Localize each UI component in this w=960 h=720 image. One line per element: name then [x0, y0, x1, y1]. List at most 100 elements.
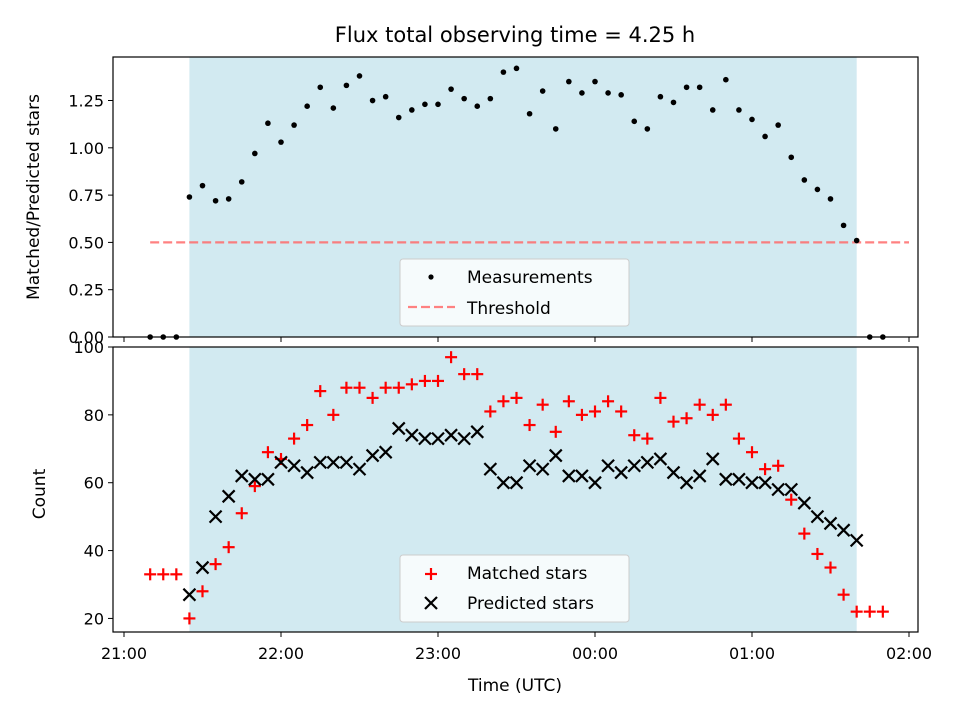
bottom-x-tick-label: 00:00	[572, 644, 618, 663]
matched-star-point	[562, 395, 575, 408]
predicted-star-point	[221, 489, 236, 504]
matched-star-point	[471, 368, 484, 381]
measurement-point	[330, 105, 337, 111]
measurement-point	[500, 69, 507, 75]
measurement-point	[265, 120, 271, 127]
predicted-star-stroke-b	[732, 472, 746, 487]
predicted-star-point	[522, 458, 537, 473]
bottom-y-tick-label: 40	[84, 542, 104, 561]
predicted-star-point	[836, 523, 851, 537]
top-y-tick-label: 1.25	[68, 92, 104, 111]
matched-star-point	[706, 408, 719, 421]
top-y-tick-label: 0.25	[68, 281, 104, 300]
matched-star-point	[575, 408, 588, 421]
matched-star-point	[772, 459, 785, 472]
predicted-star-point	[758, 475, 772, 490]
predicted-star-stroke-b	[274, 455, 288, 470]
matched-star-point	[314, 385, 327, 398]
matched-star-point	[863, 605, 876, 618]
predicted-star-stroke-b	[326, 455, 341, 470]
predicted-star-point	[457, 431, 471, 446]
measurement-point	[199, 182, 206, 189]
matched-star-point	[811, 547, 824, 560]
predicted-star-stroke-b	[522, 458, 537, 473]
matched-star-point	[196, 585, 209, 598]
predicted-star-point	[653, 452, 668, 466]
predicted-star-point	[732, 472, 746, 487]
predicted-star-stroke-b	[797, 496, 812, 510]
matched-star-point	[615, 405, 628, 418]
predicted-stars-points	[182, 421, 864, 602]
predicted-star-point	[705, 452, 720, 466]
predicted-star-stroke-b	[248, 472, 262, 487]
measurement-point	[853, 237, 860, 244]
predicted-star-point	[614, 465, 628, 480]
matched-star-point	[392, 381, 405, 394]
predicted-star-stroke-b	[208, 509, 223, 524]
matched-star-point	[746, 446, 758, 459]
predicted-star-point	[679, 475, 694, 490]
predicted-star-point	[405, 428, 419, 442]
measurement-point	[723, 76, 729, 83]
predicted-star-stroke-b	[562, 469, 576, 483]
predicted-star-stroke-b	[535, 462, 550, 476]
measurement-point	[552, 126, 559, 132]
measurement-point	[605, 90, 611, 96]
measurement-point	[644, 126, 651, 132]
predicted-star-point	[352, 462, 367, 476]
predicted-star-stroke-b	[745, 475, 759, 490]
bottom-x-tick-label: 21:00	[101, 644, 147, 663]
predicted-star-point	[195, 560, 210, 575]
bottom-x-tick-label: 01:00	[729, 644, 775, 663]
measurement-point	[670, 99, 677, 106]
predicted-star-stroke-b	[300, 465, 314, 480]
matched-star-point	[759, 463, 772, 476]
measurement-point	[435, 101, 441, 108]
predicted-star-point	[627, 458, 642, 473]
predicted-star-stroke-b	[771, 482, 785, 497]
matched-star-point	[602, 395, 615, 408]
predicted-star-point	[313, 455, 328, 470]
measurement-point	[186, 194, 193, 200]
predicted-star-stroke-b	[457, 431, 471, 446]
predicted-star-point	[261, 472, 275, 487]
matched-star-point	[824, 561, 837, 574]
bottom-x-tick-label: 22:00	[258, 644, 304, 663]
measurement-point	[618, 92, 624, 98]
matched-star-point	[654, 391, 667, 404]
matched-star-point	[248, 480, 261, 493]
predicted-star-point	[849, 533, 864, 548]
measurement-point	[395, 114, 402, 121]
legend-predicted-marker	[424, 596, 438, 610]
matched-star-point	[170, 568, 183, 581]
measurement-point	[252, 150, 258, 157]
predicted-star-point	[666, 465, 681, 480]
measurement-point	[539, 88, 546, 94]
matched-star-point	[301, 419, 314, 432]
matched-star-point	[222, 541, 235, 554]
bottom-legend-box	[399, 554, 630, 623]
matched-star-point	[732, 432, 745, 445]
top-x-ticks	[123, 337, 910, 342]
predicted-star-point	[548, 448, 563, 463]
measurement-point	[513, 65, 520, 72]
measurement-point	[526, 110, 533, 117]
predicted-star-stroke-b	[758, 475, 772, 490]
bottom-y-axis-label: Count	[30, 468, 50, 519]
bottom-axes-frame	[112, 346, 919, 633]
bottom-x-ticks: 21:00 22:00 23:00 00:00 01:00 02:00	[101, 632, 932, 663]
measurement-point	[238, 179, 245, 185]
top-y-ticks: 0.00 0.25 0.50 0.75 1.00 1.25	[68, 92, 113, 347]
measurement-point	[369, 97, 376, 104]
measurement-point	[317, 84, 324, 91]
predicted-star-stroke-b	[548, 448, 563, 463]
legend-matched-label: Matched stars	[467, 564, 587, 584]
measurement-point	[788, 154, 795, 161]
predicted-star-point	[823, 516, 838, 531]
measurement-point	[382, 93, 389, 100]
matched-star-point	[549, 425, 562, 438]
measurement-point	[566, 78, 572, 85]
top-y-tick-label: 0.75	[68, 186, 104, 205]
predicted-star-point	[496, 475, 511, 490]
